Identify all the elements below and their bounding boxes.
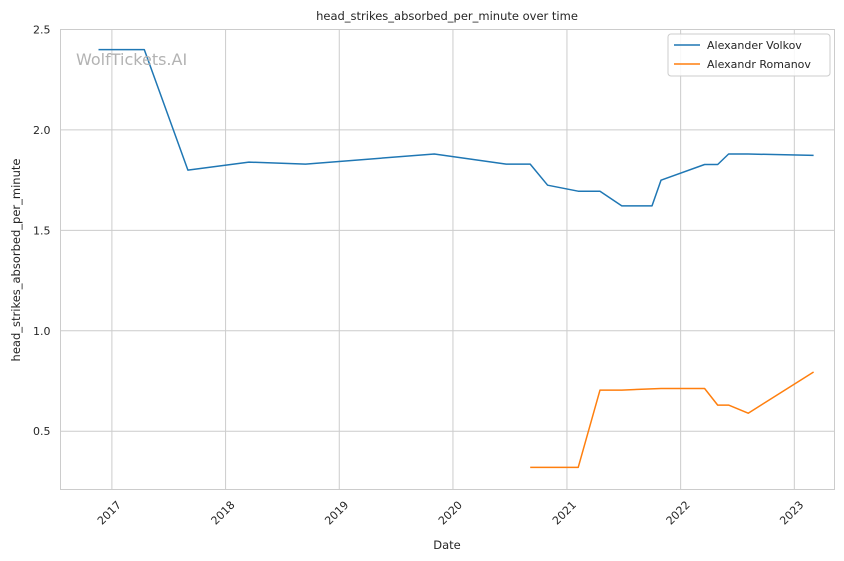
y-tick-label: 2.5 <box>33 24 51 37</box>
series-line-alexandr-romanov <box>530 371 814 469</box>
series-line-alexander-volkov <box>98 48 814 207</box>
watermark: WolfTickets.AI <box>76 50 187 69</box>
y-tick-label: 0.5 <box>33 425 51 438</box>
x-axis-ticks: 2017 2018 2019 2020 2021 2022 2023 <box>95 499 806 528</box>
x-axis-label: Date <box>433 538 461 552</box>
x-tick-label: 2020 <box>436 499 465 528</box>
x-tick-label: 2019 <box>322 499 351 528</box>
x-tick-label: 2023 <box>777 499 806 528</box>
legend: Alexander Volkov Alexandr Romanov <box>667 33 831 77</box>
y-axis-ticks: 0.5 1.0 1.5 2.0 2.5 <box>33 24 51 439</box>
y-tick-label: 1.0 <box>33 325 51 338</box>
y-tick-label: 1.5 <box>33 224 51 237</box>
x-tick-label: 2018 <box>209 499 238 528</box>
x-tick-label: 2022 <box>664 499 693 528</box>
series-lines <box>98 48 814 469</box>
legend-entry: Alexandr Romanov <box>707 58 811 71</box>
plot-frame <box>60 29 835 490</box>
x-tick-label: 2017 <box>95 499 124 528</box>
legend-frame <box>667 33 831 77</box>
y-tick-label: 2.0 <box>33 124 51 137</box>
legend-entry: Alexander Volkov <box>707 39 802 52</box>
plot-background <box>60 29 835 490</box>
y-axis-label: head_strikes_absorbed_per_minute <box>9 159 23 362</box>
x-tick-label: 2021 <box>550 499 579 528</box>
chart-title: head_strikes_absorbed_per_minute over ti… <box>316 9 578 23</box>
